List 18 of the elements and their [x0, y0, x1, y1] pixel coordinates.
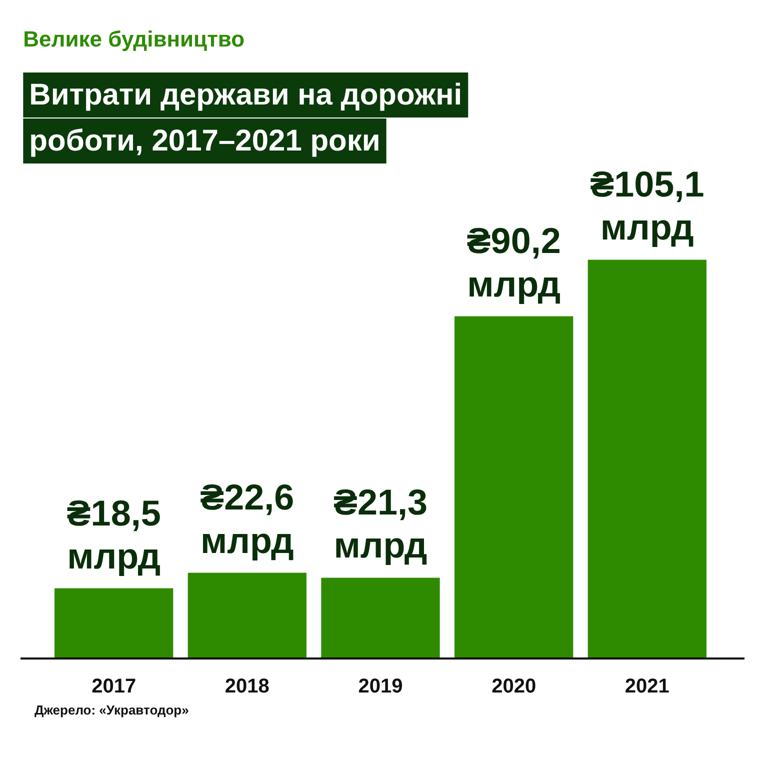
data-label: ₴21,3 млрд [333, 482, 428, 566]
x-tick-label: 2017 [92, 676, 136, 698]
chart-subtitle: Велике будівництво [23, 26, 245, 52]
bar [188, 572, 306, 658]
bar [54, 588, 174, 658]
x-tick-label: 2019 [358, 676, 403, 698]
bar [588, 260, 706, 658]
data-label: ₴105,1 млрд [590, 164, 704, 248]
x-tick-label: 2018 [224, 676, 270, 698]
data-label: ₴22,6 млрд [200, 476, 294, 561]
data-label: ₴18,5 млрд [66, 492, 161, 576]
data-label: ₴90,2 млрд [466, 220, 561, 304]
x-tick-label: 2021 [624, 676, 670, 698]
chart-title: Витрати держави на дорожні роботи, 2017–2021 роки [29, 78, 462, 158]
bar [454, 316, 574, 658]
x-tick-label: 2020 [492, 676, 536, 698]
text: Джерело: «Укравтодор» [34, 702, 189, 718]
bar [321, 578, 440, 658]
